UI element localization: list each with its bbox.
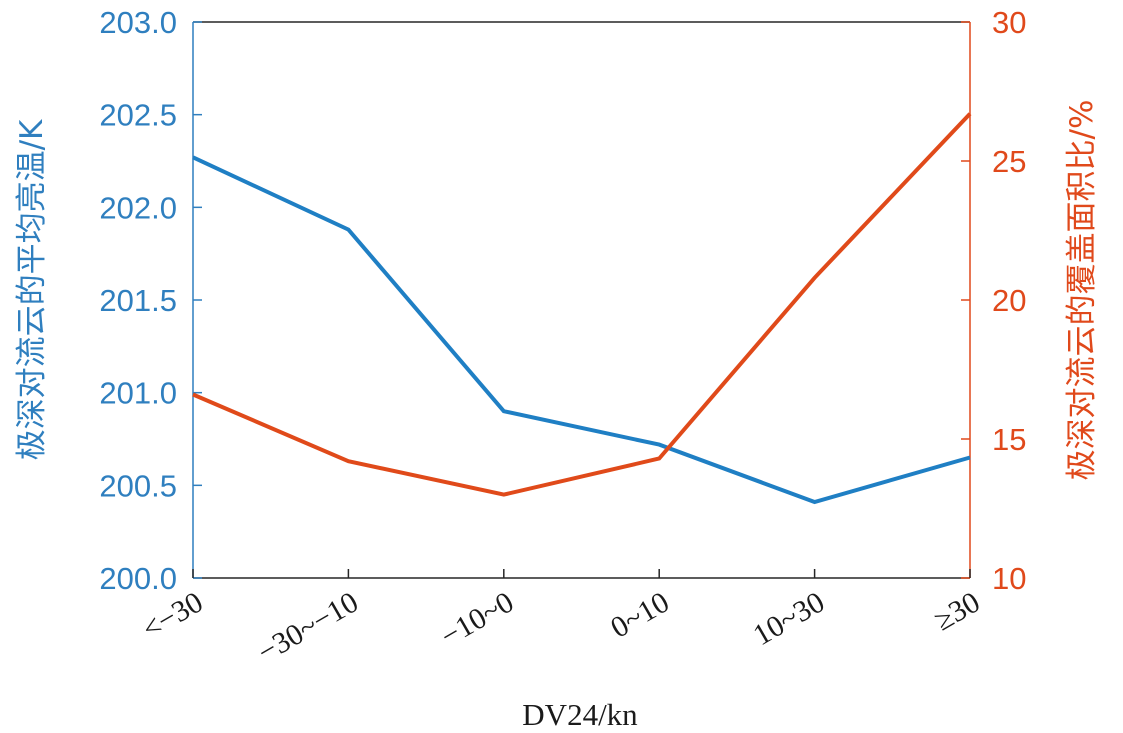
right-y-axis: 10 15 20 25 30	[961, 5, 1026, 596]
right-tick-label: 25	[992, 144, 1026, 179]
right-tick-label: 15	[992, 422, 1026, 457]
left-tick-label: 203.0	[99, 5, 177, 40]
plot-frame	[192, 21, 971, 579]
right-tick-label: 30	[992, 5, 1026, 40]
left-tick-label: 202.0	[99, 190, 177, 225]
x-tick-label: ≥30	[929, 585, 986, 637]
left-tick-label: 202.5	[99, 98, 177, 133]
brightness-temperature-series-line	[192, 155, 971, 505]
x-axis-label: DV24/kn	[522, 697, 638, 732]
x-tick-label: −10~0	[435, 585, 519, 653]
series-layer	[192, 112, 972, 505]
x-tick-label: 10~30	[748, 585, 831, 652]
right-tick-label: 20	[992, 283, 1026, 318]
left-tick-label: 200.0	[99, 561, 177, 596]
left-tick-label: 201.0	[99, 376, 177, 411]
coverage-ratio-series-line	[192, 112, 972, 497]
left-axis-title: 极深对流云的平均亮温/K	[14, 119, 50, 460]
x-axis: <−30 −30~−10 −10~0 0~10 10~30 ≥30	[137, 569, 986, 669]
x-tick-label: 0~10	[605, 585, 675, 644]
left-y-axis: 200.0 200.5 201.0 201.5 202.0 202.5 203.0	[99, 5, 202, 596]
x-tick-label: −30~−10	[252, 585, 364, 669]
right-tick-label: 10	[992, 561, 1026, 596]
left-tick-label: 200.5	[99, 468, 177, 503]
left-tick-label: 201.5	[99, 283, 177, 318]
right-axis-title: 极深对流云的覆盖面积比/%	[1064, 100, 1100, 481]
